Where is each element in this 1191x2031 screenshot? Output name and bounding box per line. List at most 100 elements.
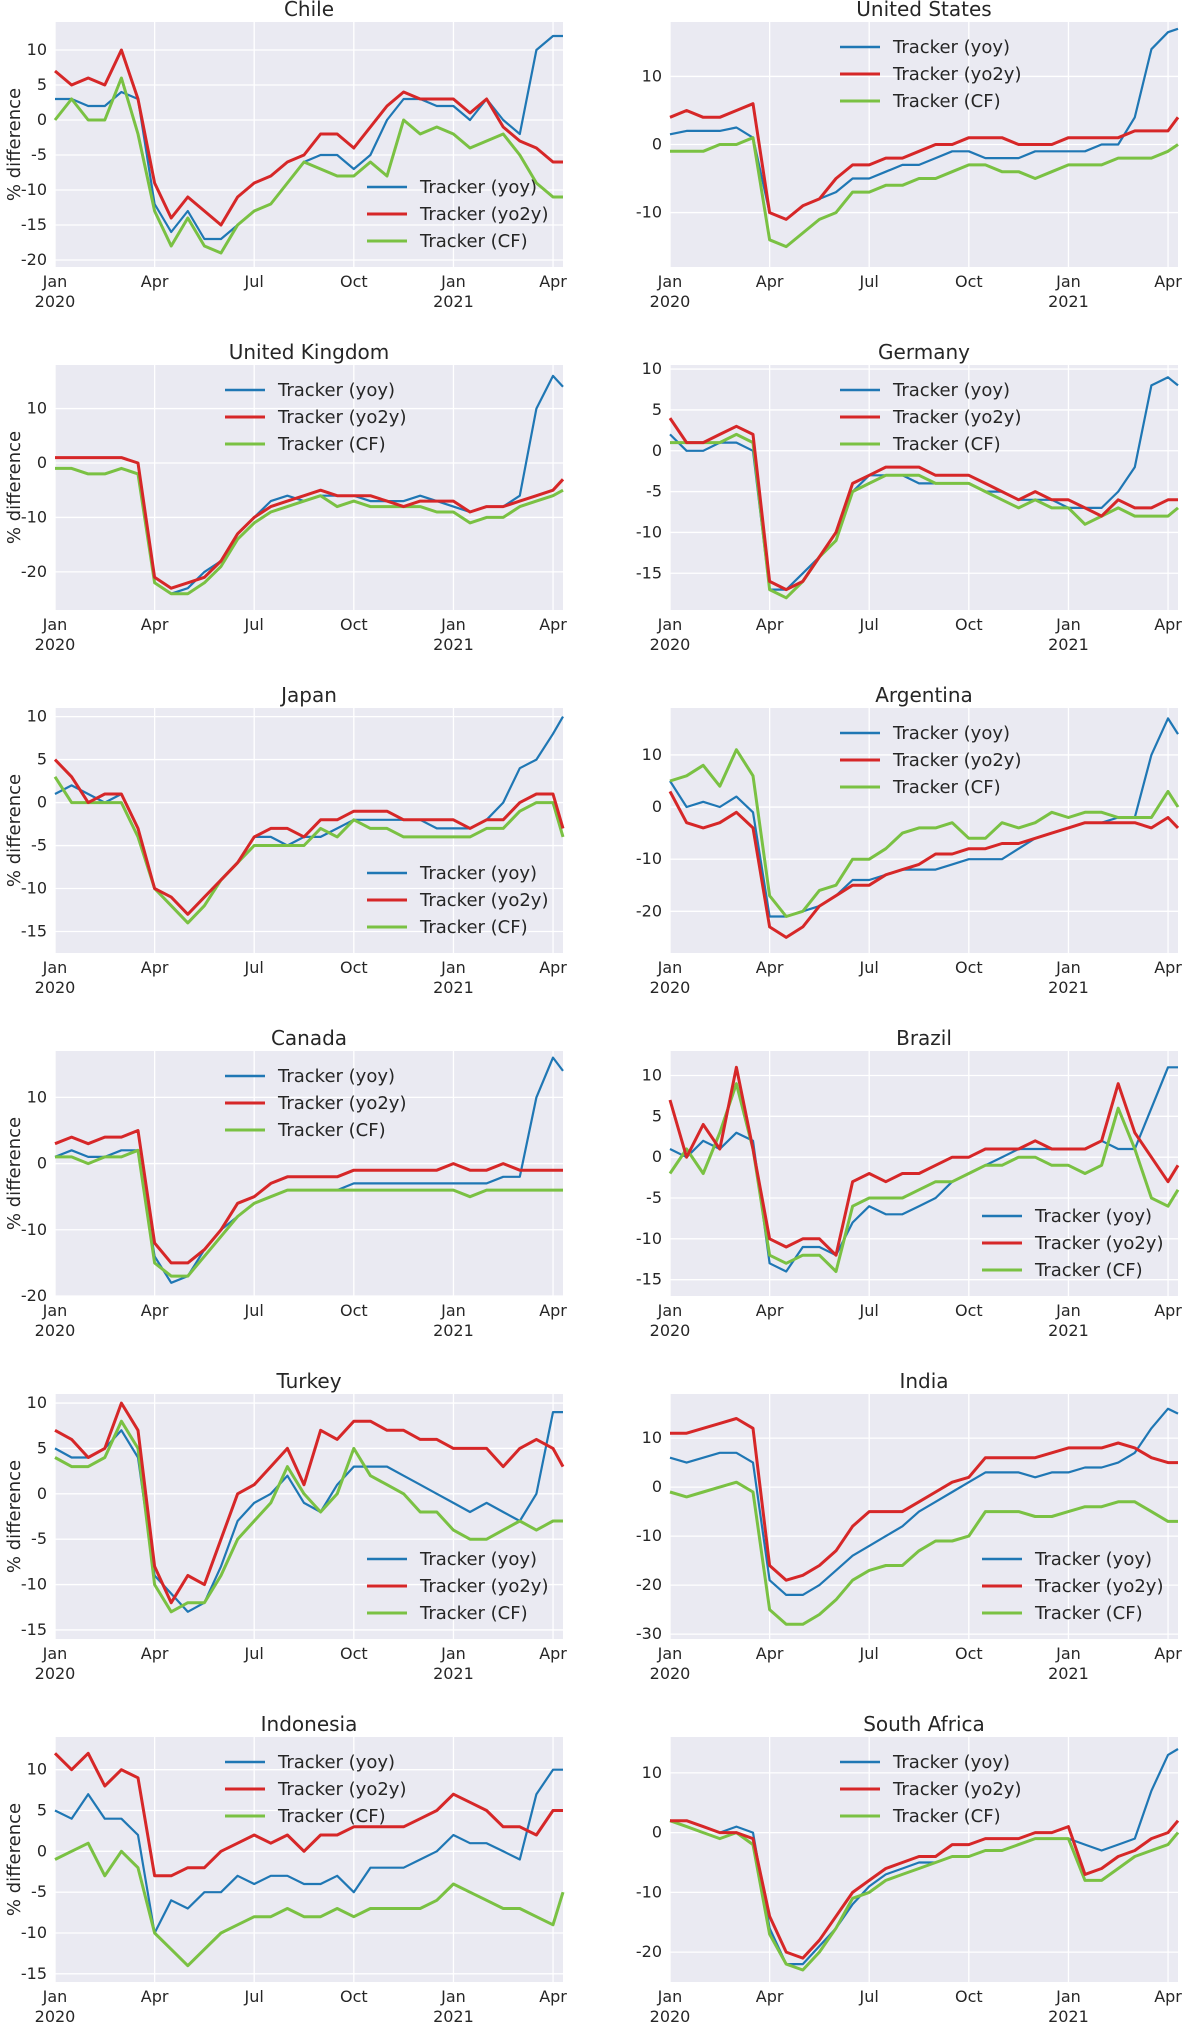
x-tick-label: 2021 [1048,978,1089,997]
legend-label-yoy: Tracker (yoy) [1034,1549,1152,1570]
series-line-cf [54,1419,563,1614]
x-tick-label: Jan [1055,1301,1081,1320]
x-tick-label: Jan [42,1301,68,1320]
plot-area [670,365,1178,610]
series-line-yo2y [668,417,1178,592]
y-tick-label: 5 [37,1438,47,1457]
x-tick-label: 2020 [650,635,691,654]
x-tick-label: Apr [756,1987,784,2006]
y-tick-label: -10 [21,879,47,898]
x-tick-label: Apr [539,615,567,634]
legend-label-yo2y: Tracker (yo2y) [419,204,548,225]
y-tick-label: 10 [642,1066,662,1085]
legend-label-yo2y: Tracker (yo2y) [1034,1576,1163,1597]
x-tick-label: Jan [1055,615,1081,634]
y-tick-label: 0 [37,110,47,129]
y-tick-label: -20 [21,1286,47,1305]
x-tick-label: Apr [1154,615,1182,634]
legend-label-yo2y: Tracker (yo2y) [1034,1233,1163,1254]
series-line-yo2y [669,102,1180,221]
x-tick-label: Apr [539,1301,567,1320]
x-tick-label: Oct [955,1644,983,1663]
x-tick-label: Apr [539,958,567,977]
x-tick-label: Apr [539,272,567,291]
x-tick-label: 2020 [35,1664,76,1683]
x-tick-label: Jan [657,958,683,977]
legend-label-yoy: Tracker (yoy) [419,177,537,198]
y-tick-label: 0 [652,135,662,154]
x-tick-label: 2020 [35,2007,76,2026]
y-tick-label: -5 [31,1882,47,1901]
series-line-cf [54,1841,565,1968]
y-tick-label: 0 [652,1477,662,1496]
legend-label-cf: Tracker (CF) [892,91,1001,112]
y-tick-label: -15 [636,563,662,582]
x-tick-label: Jul [244,958,264,977]
x-tick-label: Jan [440,272,466,291]
y-tick-label: -10 [636,522,662,541]
series-line-yo2y [53,758,565,916]
series-line-cf [670,136,1179,249]
x-tick-label: Jan [42,958,68,977]
legend: Tracker (yoy) Tracker (yo2y) Tracker (CF) [840,380,1021,455]
x-tick-label: Oct [340,1987,368,2006]
x-tick-label: Apr [756,615,784,634]
x-tick-label: 2020 [35,978,76,997]
y-tick-label: -10 [21,1220,47,1239]
legend-label-cf: Tracker (CF) [277,434,386,455]
y-tick-label: -20 [636,901,662,920]
x-tick-label: Jul [859,615,879,634]
plot-area [670,708,1178,953]
x-tick-label: Jul [859,1987,879,2006]
legend: Tracker (yoy) Tracker (yo2y) Tracker (CF) [367,177,548,252]
x-tick-label: Jan [657,272,683,291]
y-tick-label: 10 [27,399,47,418]
x-tick-label: Oct [955,615,983,634]
series-line-cf [669,1819,1180,1972]
x-tick-label: 2020 [650,1321,691,1340]
y-tick-label: 0 [37,1154,47,1173]
x-tick-label: Apr [1154,1301,1182,1320]
chart-title: United Kingdom [229,340,390,364]
legend: Tracker (yoy) Tracker (yo2y) Tracker (CF) [982,1206,1163,1281]
y-tick-label: 5 [37,1801,47,1820]
x-tick-label: Jul [244,1644,264,1663]
x-tick-label: Apr [141,1987,169,2006]
x-tick-label: Oct [340,958,368,977]
x-tick-label: 2020 [650,2007,691,2026]
x-tick-label: Apr [1154,958,1182,977]
y-tick-label: 10 [642,1763,662,1782]
y-tick-label: -15 [21,1964,47,1983]
chart-title: Brazil [896,1026,952,1050]
y-tick-label: 10 [642,745,662,764]
y-tick-label: 0 [652,1147,662,1166]
y-tick-label: -10 [21,1575,47,1594]
y-tick-label: -15 [636,1270,662,1289]
y-tick-label: 10 [27,707,47,726]
x-tick-label: 2021 [433,978,474,997]
series-line-yo2y [670,1819,1180,1960]
x-tick-label: 2021 [1048,292,1089,311]
x-tick-label: Oct [340,615,368,634]
x-tick-label: Apr [141,615,169,634]
y-tick-label: -30 [636,1624,662,1643]
x-tick-label: Jul [859,272,879,291]
legend: Tracker (yoy) Tracker (yo2y) Tracker (CF) [982,1549,1163,1624]
legend-label-cf: Tracker (CF) [277,1806,386,1827]
x-tick-label: Oct [955,1301,983,1320]
y-tick-label: -15 [21,922,47,941]
y-axis-label: % difference [4,774,25,887]
x-tick-label: 2021 [433,2007,474,2026]
legend-label-cf: Tracker (CF) [1034,1603,1143,1624]
y-tick-label: 0 [652,1823,662,1842]
x-tick-label: 2020 [650,292,691,311]
y-tick-label: -10 [21,1923,47,1942]
y-tick-label: -10 [636,1882,662,1901]
x-tick-label: Jan [1055,958,1081,977]
series-line-yo2y [668,1065,1180,1257]
